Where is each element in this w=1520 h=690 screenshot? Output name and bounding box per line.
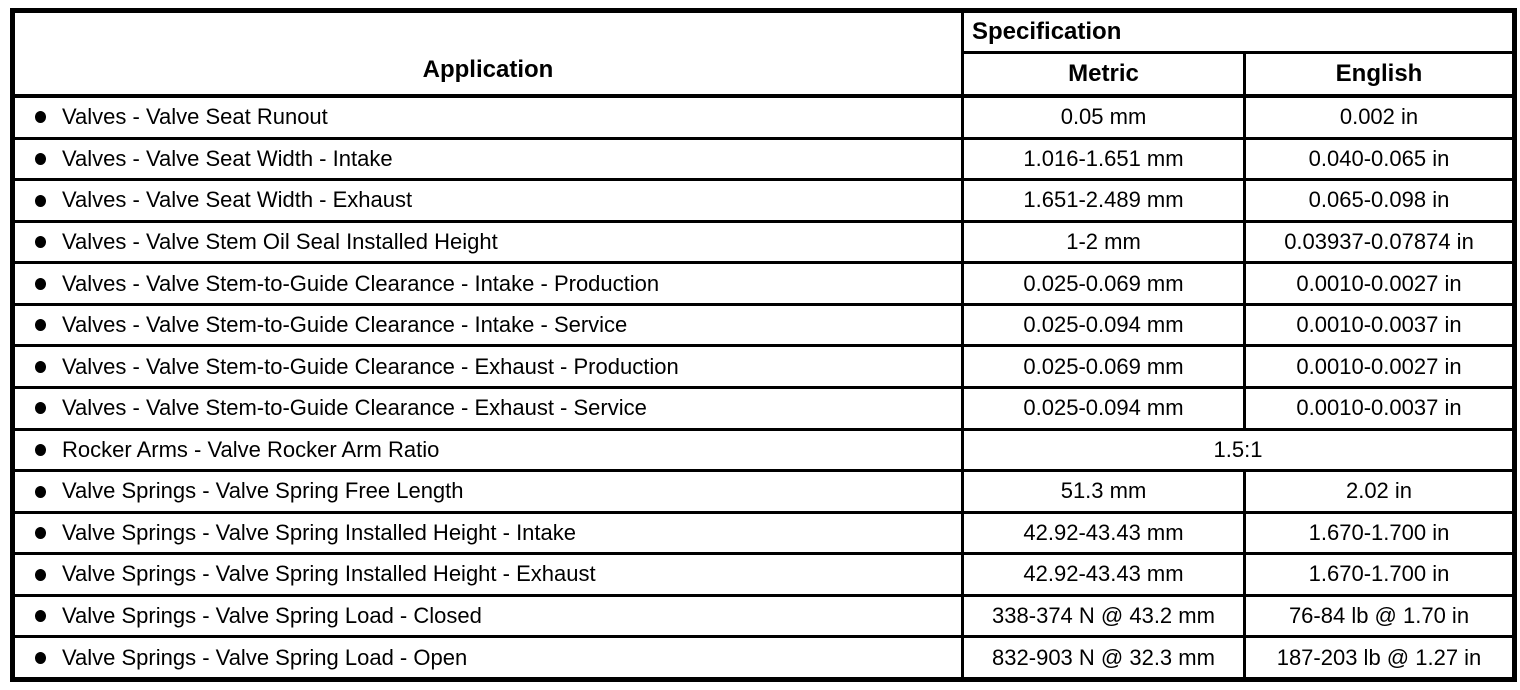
specification-column-header: Specification <box>961 9 1516 54</box>
application-label: Valves - Valve Seat Width - Exhaust <box>62 187 413 213</box>
english-value-cell: 187-203 lb @ 1.27 in <box>1243 635 1516 681</box>
application-label: Valve Springs - Valve Spring Installed H… <box>62 519 577 545</box>
metric-value-cell: 0.025-0.094 mm <box>961 302 1246 348</box>
metric-value-cell: 0.025-0.069 mm <box>961 344 1246 389</box>
english-value-cell: 0.0010-0.0037 in <box>1243 302 1516 348</box>
application-label: Valve Springs - Valve Spring Load - Open <box>62 644 468 670</box>
table-row: Valves - Valve Seat Runout 0.05 mm 0.002 i… <box>11 94 1516 140</box>
metric-value-cell: 1-2 mm <box>961 219 1246 265</box>
application-label: Rocker Arms - Valve Rocker Arm Ratio <box>62 436 440 462</box>
metric-value-cell: 0.025-0.094 mm <box>961 385 1246 431</box>
application-label: Valve Springs - Valve Spring Free Length <box>62 478 464 504</box>
metric-value-cell: 1.016-1.651 mm <box>961 136 1246 182</box>
metric-value-cell: 42.92-43.43 mm <box>961 552 1246 597</box>
english-value-cell: 1.670-1.700 in <box>1243 510 1516 556</box>
application-cell: Valve Springs - Valve Spring Installed H… <box>11 510 964 556</box>
bullet-icon <box>35 610 46 623</box>
header-row-specification: Application Specification <box>11 9 1516 98</box>
header-row-units: Metric English <box>13 51 1516 98</box>
metric-value-cell: 0.025-0.069 mm <box>961 261 1246 306</box>
application-label: Valve Springs - Valve Spring Load - Clos… <box>62 603 482 629</box>
bullet-icon <box>35 402 46 415</box>
application-cell: Valve Springs - Valve Spring Free Length <box>11 469 964 514</box>
table-row: Valve Springs - Valve Spring Load - Open… <box>11 635 1516 681</box>
application-cell: Rocker Arms - Valve Rocker Arm Ratio <box>11 427 964 473</box>
application-cell: Valves - Valve Stem-to-Guide Clearance -… <box>11 261 964 306</box>
english-value-cell: 0.0010-0.0027 in <box>1243 261 1516 306</box>
english-value-cell: 0.03937-0.07874 in <box>1243 219 1516 265</box>
english-value-cell: 2.02 in <box>1243 469 1516 514</box>
application-cell: Valves - Valve Seat Width - Exhaust <box>11 178 964 223</box>
english-value-cell: 1.670-1.700 in <box>1243 552 1516 597</box>
table-row: Rocker Arms - Valve Rocker Arm Ratio 1.5:… <box>11 427 1516 473</box>
application-cell: Valves - Valve Stem-to-Guide Clearance -… <box>11 302 964 348</box>
bullet-icon <box>35 194 46 207</box>
bullet-icon <box>35 111 46 124</box>
table-row: Valves - Valve Stem-to-Guide Clearance -… <box>11 261 1516 306</box>
metric-value-cell: 832-903 N @ 32.3 mm <box>961 635 1246 681</box>
metric-value-cell: 1.651-2.489 mm <box>961 178 1246 223</box>
table-row: Valves - Valve Stem-to-Guide Clearance -… <box>11 385 1516 431</box>
bullet-icon <box>35 153 46 166</box>
bullet-icon <box>35 319 46 332</box>
application-label: Valves - Valve Stem-to-Guide Clearance -… <box>62 353 679 379</box>
bullet-icon <box>35 568 46 581</box>
bullet-icon <box>35 651 46 664</box>
valve-specifications-table: Application Specification Metric English… <box>10 8 1517 682</box>
bullet-icon <box>35 236 46 249</box>
application-cell: Valves - Valve Seat Width - Intake <box>11 136 964 182</box>
application-label: Valves - Valve Stem-to-Guide Clearance -… <box>62 312 628 338</box>
metric-value-cell: 338-374 N @ 43.2 mm <box>961 593 1246 639</box>
application-column-header: Application <box>11 9 964 98</box>
application-cell: Valve Springs - Valve Spring Load - Open <box>11 635 964 681</box>
table-row: Valve Springs - Valve Spring Installed H… <box>11 552 1516 597</box>
application-label: Valves - Valve Seat Width - Intake <box>62 145 393 171</box>
table-row: Valve Springs - Valve Spring Installed H… <box>11 510 1516 556</box>
metric-value-cell: 0.05 mm <box>961 94 1246 140</box>
table-body: Valves - Valve Seat Runout 0.05 mm 0.002 i… <box>11 94 1516 681</box>
english-value-cell: 0.065-0.098 in <box>1243 178 1516 223</box>
application-cell: Valves - Valve Stem Oil Seal Installed H… <box>11 219 964 265</box>
english-value-cell: 0.0010-0.0027 in <box>1243 344 1516 389</box>
english-value-cell: 0.0010-0.0037 in <box>1243 385 1516 431</box>
application-label: Valves - Valve Stem-to-Guide Clearance -… <box>62 395 647 421</box>
english-column-header: English <box>1243 51 1516 98</box>
spanned-value-cell: 1.5:1 <box>961 427 1516 473</box>
table-row: Valves - Valve Stem Oil Seal Installed H… <box>11 219 1516 265</box>
table-row: Valves - Valve Seat Width - Exhaust 1.651… <box>11 178 1516 223</box>
table-row: Valve Springs - Valve Spring Load - Clos… <box>11 593 1516 639</box>
application-label: Valve Springs - Valve Spring Installed H… <box>62 561 596 587</box>
bullet-icon <box>35 485 46 498</box>
bullet-icon <box>35 360 46 373</box>
table-row: Valves - Valve Stem-to-Guide Clearance -… <box>11 302 1516 348</box>
metric-value-cell: 51.3 mm <box>961 469 1246 514</box>
metric-value-cell: 42.92-43.43 mm <box>961 510 1246 556</box>
english-value-cell: 0.040-0.065 in <box>1243 136 1516 182</box>
english-value-cell: 76-84 lb @ 1.70 in <box>1243 593 1516 639</box>
table-row: Valves - Valve Seat Width - Intake 1.016-… <box>11 136 1516 182</box>
application-cell: Valves - Valve Stem-to-Guide Clearance -… <box>11 344 964 389</box>
application-cell: Valve Springs - Valve Spring Installed H… <box>11 552 964 597</box>
application-label: Valves - Valve Stem Oil Seal Installed H… <box>62 228 498 254</box>
application-label: Valves - Valve Seat Runout <box>62 104 328 130</box>
table-row: Valves - Valve Stem-to-Guide Clearance -… <box>11 344 1516 389</box>
table-header: Application Specification Metric English <box>11 9 1516 98</box>
bullet-icon <box>35 443 46 456</box>
application-cell: Valves - Valve Seat Runout <box>11 94 964 140</box>
application-cell: Valve Springs - Valve Spring Load - Clos… <box>11 593 964 639</box>
metric-column-header: Metric <box>961 51 1246 98</box>
bullet-icon <box>35 277 46 290</box>
bullet-icon <box>35 527 46 540</box>
english-value-cell: 0.002 in <box>1243 94 1516 140</box>
application-cell: Valves - Valve Stem-to-Guide Clearance -… <box>11 385 964 431</box>
application-label: Valves - Valve Stem-to-Guide Clearance -… <box>62 270 660 296</box>
table-row: Valve Springs - Valve Spring Free Length… <box>11 469 1516 514</box>
